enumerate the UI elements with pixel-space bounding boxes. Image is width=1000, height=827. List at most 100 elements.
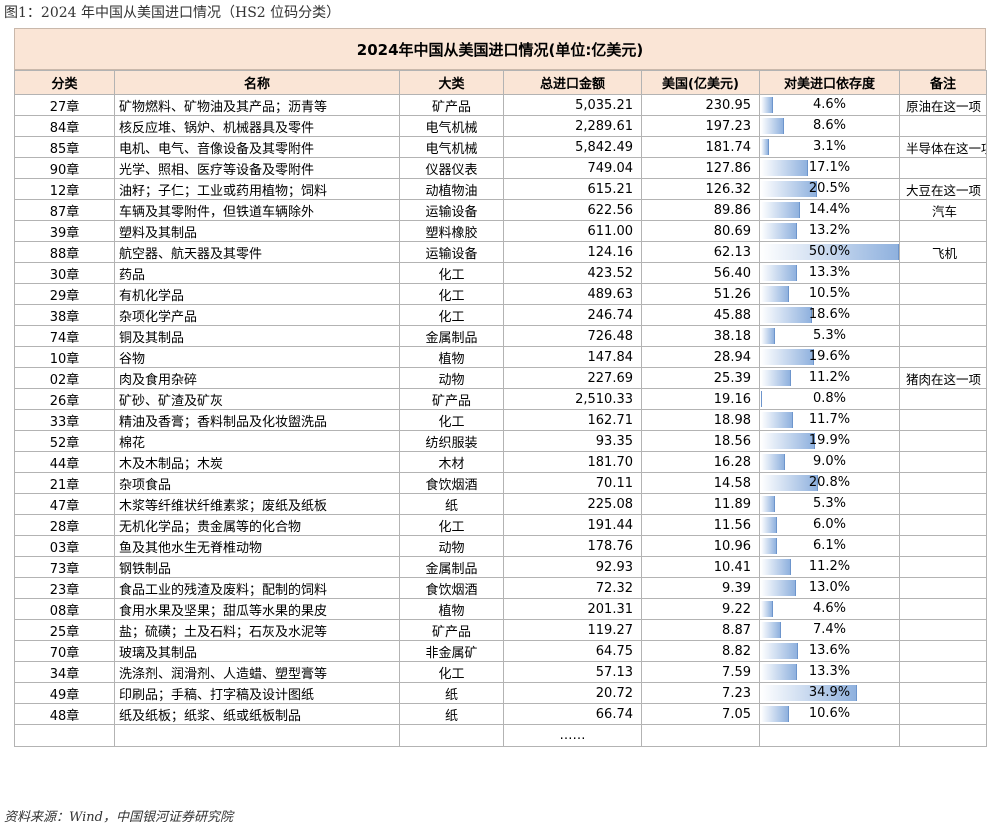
dependency-value: 13.6% [808,643,851,658]
cell-category: 食饮烟酒 [399,472,504,494]
cell-dependency: 34.9% [759,682,900,704]
dependency-bar [761,286,790,302]
cell-code: 48章 [14,703,115,725]
cell-dependency: 13.3% [759,262,900,284]
cell-name: 食品工业的残渣及废料；配制的饲料 [114,577,400,599]
cell-us: 10.41 [641,556,760,578]
empty-cell [759,724,900,747]
table-row: 74章 铜及其制品 金属制品 726.48 38.18 5.3% [14,325,987,347]
cell-us: 38.18 [641,325,760,347]
cell-code: 10章 [14,346,115,368]
table-row: 49章 印刷品；手稿、打字稿及设计图纸纸 20.72 7.23 34.9% [14,682,987,704]
cell-code: 88章 [14,241,115,263]
dependency-bar [761,139,769,155]
cell-total: 92.93 [503,556,642,578]
dependency-bar [761,601,773,617]
dependency-bar [761,454,786,470]
cell-name: 无机化学品；贵金属等的化合物 [114,514,400,536]
cell-total: 615.21 [503,178,642,200]
dependency-value: 4.6% [812,97,847,112]
dependency-bar [761,475,818,491]
cell-name: 矿物燃料、矿物油及其产品；沥青等 [114,94,400,116]
cell-code: 85章 [14,136,115,158]
dependency-value: 8.6% [812,118,847,133]
cell-name: 有机化学品 [114,283,400,305]
table-row: 73章 钢铁制品 金属制品 92.93 10.41 11.2% [14,556,987,578]
dependency-value: 18.6% [808,307,851,322]
cell-dependency: 20.8% [759,472,900,494]
cell-dependency: 5.3% [759,325,900,347]
cell-category: 食饮烟酒 [399,577,504,599]
cell-category: 纺织服装 [399,430,504,452]
cell-total: 162.71 [503,409,642,431]
cell-category: 木材 [399,451,504,473]
dependency-value: 5.3% [812,496,847,511]
cell-us: 80.69 [641,220,760,242]
cell-us: 230.95 [641,94,760,116]
cell-note: 半导体在这一项 [899,136,987,158]
dependency-value: 20.8% [808,475,851,490]
cell-code: 90章 [14,157,115,179]
cell-code: 30章 [14,262,115,284]
cell-category: 运输设备 [399,199,504,221]
cell-category: 植物 [399,346,504,368]
header-row: 分类 名称 大类 总进口金额 美国(亿美元) 对美进口依存度 备注 [14,70,987,95]
cell-total: 489.63 [503,283,642,305]
header-name: 名称 [114,70,400,95]
dependency-bar [761,349,815,365]
cell-category: 金属制品 [399,325,504,347]
cell-code: 44章 [14,451,115,473]
cell-code: 38章 [14,304,115,326]
table-row: 08章 食用水果及坚果；甜瓜等水果的果皮 植物 201.31 9.22 4.6% [14,598,987,620]
cell-note [899,220,987,242]
cell-total: 749.04 [503,157,642,179]
table-row: 87章 车辆及其零附件，但铁道车辆除外 运输设备 622.56 89.86 14.4% 汽车 [14,199,987,221]
cell-total: 225.08 [503,493,642,515]
dependency-bar [761,496,775,512]
table-row: 44章 木及木制品；木炭 木材 181.70 16.28 9.0% [14,451,987,473]
cell-category: 纸 [399,682,504,704]
cell-dependency: 8.6% [759,115,900,137]
cell-note [899,283,987,305]
empty-cell [399,724,504,747]
cell-note [899,388,987,410]
cell-category: 动物 [399,367,504,389]
cell-dependency: 13.3% [759,661,900,683]
cell-note [899,682,987,704]
cell-dependency: 17.1% [759,157,900,179]
dependency-value: 9.0% [812,454,847,469]
cell-code: 03章 [14,535,115,557]
cell-name: 谷物 [114,346,400,368]
cell-code: 74章 [14,325,115,347]
cell-category: 化工 [399,262,504,284]
cell-total: 191.44 [503,514,642,536]
data-table: 分类 名称 大类 总进口金额 美国(亿美元) 对美进口依存度 备注 27章 矿物燃… [14,70,987,747]
dependency-value: 11.7% [808,412,851,427]
cell-us: 7.23 [641,682,760,704]
table-row: 29章 有机化学品 化工 489.63 51.26 10.5% [14,283,987,305]
cell-total: 726.48 [503,325,642,347]
cell-code: 73章 [14,556,115,578]
cell-total: 181.70 [503,451,642,473]
table-row: 27章 矿物燃料、矿物油及其产品；沥青等 矿产品 5,035.21 230.95 4.6%… [14,94,987,116]
cell-dependency: 4.6% [759,598,900,620]
cell-us: 126.32 [641,178,760,200]
table-row: 26章 矿砂、矿渣及矿灰 矿产品 2,510.33 19.16 0.8% [14,388,987,410]
cell-note: 原油在这一项 [899,94,987,116]
cell-category: 动物 [399,535,504,557]
cell-category: 化工 [399,514,504,536]
dependency-value: 5.3% [812,328,847,343]
cell-category: 纸 [399,703,504,725]
dependency-bar [761,265,797,281]
cell-us: 25.39 [641,367,760,389]
cell-category: 化工 [399,661,504,683]
cell-category: 纸 [399,493,504,515]
dependency-value: 4.6% [812,601,847,616]
cell-note [899,451,987,473]
dependency-bar [761,643,798,659]
figure-title: 图1：2024 年中国从美国进口情况（HS2 位码分类） [4,5,341,21]
cell-dependency: 4.6% [759,94,900,116]
header-dependency: 对美进口依存度 [759,70,900,95]
cell-category: 电气机械 [399,136,504,158]
dependency-value: 14.4% [808,202,851,217]
